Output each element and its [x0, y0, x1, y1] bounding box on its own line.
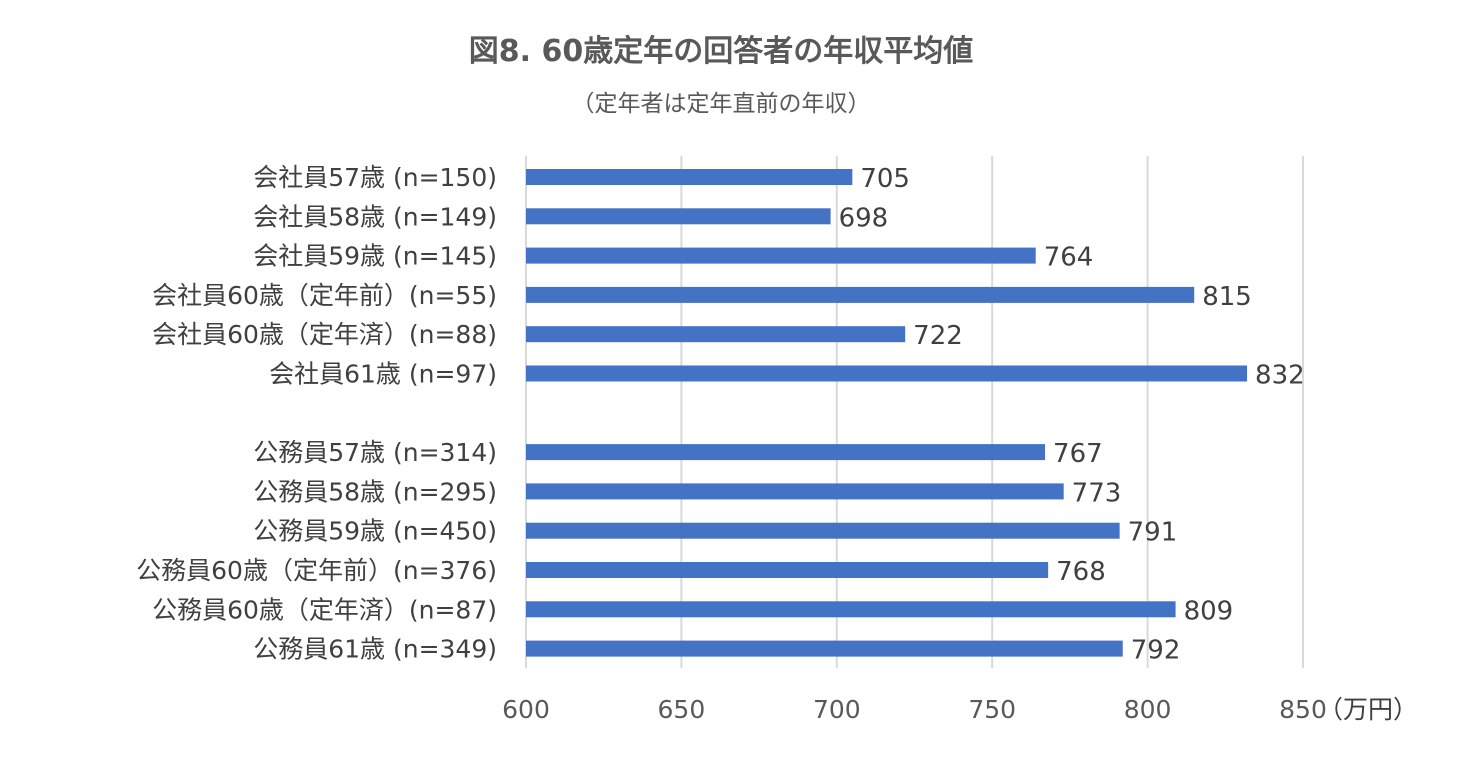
bar — [526, 640, 1123, 657]
bar — [526, 247, 1036, 264]
data-label: 705 — [860, 164, 910, 194]
bar — [526, 365, 1248, 382]
category-label: 会社員59歳 (n=145) — [253, 242, 497, 271]
bar — [526, 522, 1120, 539]
bar — [526, 208, 831, 225]
category-label: 会社員61歳 (n=97) — [269, 360, 497, 389]
bar — [526, 483, 1064, 500]
data-label: 722 — [913, 321, 963, 351]
category-label: 公務員60歳（定年前）(n=376) — [136, 556, 497, 585]
data-label: 791 — [1128, 518, 1178, 548]
bar — [526, 444, 1046, 461]
data-label: 764 — [1044, 243, 1094, 273]
data-label: 809 — [1184, 596, 1234, 626]
chart-title: 図8. 60歳定年の回答者の年収平均値 — [468, 34, 974, 69]
bar — [526, 326, 906, 343]
x-tick-label: 800 — [1124, 695, 1172, 724]
bar — [526, 169, 853, 185]
category-label: 会社員60歳（定年前）(n=55) — [152, 281, 497, 310]
category-label: 公務員60歳（定年済）(n=87) — [152, 595, 497, 624]
x-tick-label: 600 — [502, 695, 550, 724]
gridlines — [525, 156, 1304, 668]
category-label: 会社員58歳 (n=149) — [253, 202, 497, 231]
data-label: 792 — [1131, 636, 1181, 666]
bar — [526, 286, 1195, 303]
category-label: 公務員58歳 (n=295) — [253, 477, 497, 506]
category-label: 会社員60歳（定年済）(n=88) — [152, 320, 497, 349]
data-label: 767 — [1053, 439, 1103, 469]
category-label: 公務員61歳 (n=349) — [253, 635, 497, 664]
data-label: 768 — [1056, 557, 1106, 587]
data-label: 832 — [1255, 361, 1305, 391]
x-tick-label: 650 — [658, 695, 706, 724]
bar — [526, 562, 1049, 578]
x-tick-label: 700 — [813, 695, 861, 724]
x-tick-label: 850 — [1279, 695, 1327, 724]
category-label: 公務員57歳 (n=314) — [253, 438, 497, 467]
data-label: 815 — [1202, 282, 1252, 312]
data-label: 773 — [1072, 478, 1122, 508]
bars — [526, 169, 1248, 657]
labels: 600 650 700 750 800 850 会社員57歳 (n=150) 705 会社員58… — [136, 163, 1327, 724]
chart-subtitle: （定年者は定年直前の年収） — [571, 91, 871, 117]
x-axis-unit-label: （万円） — [1318, 695, 1418, 724]
data-label: 698 — [839, 203, 889, 233]
category-label: 会社員57歳 (n=150) — [253, 163, 497, 192]
x-tick-label: 750 — [968, 695, 1016, 724]
bar — [526, 601, 1176, 618]
category-label: 公務員59歳 (n=450) — [253, 517, 497, 546]
